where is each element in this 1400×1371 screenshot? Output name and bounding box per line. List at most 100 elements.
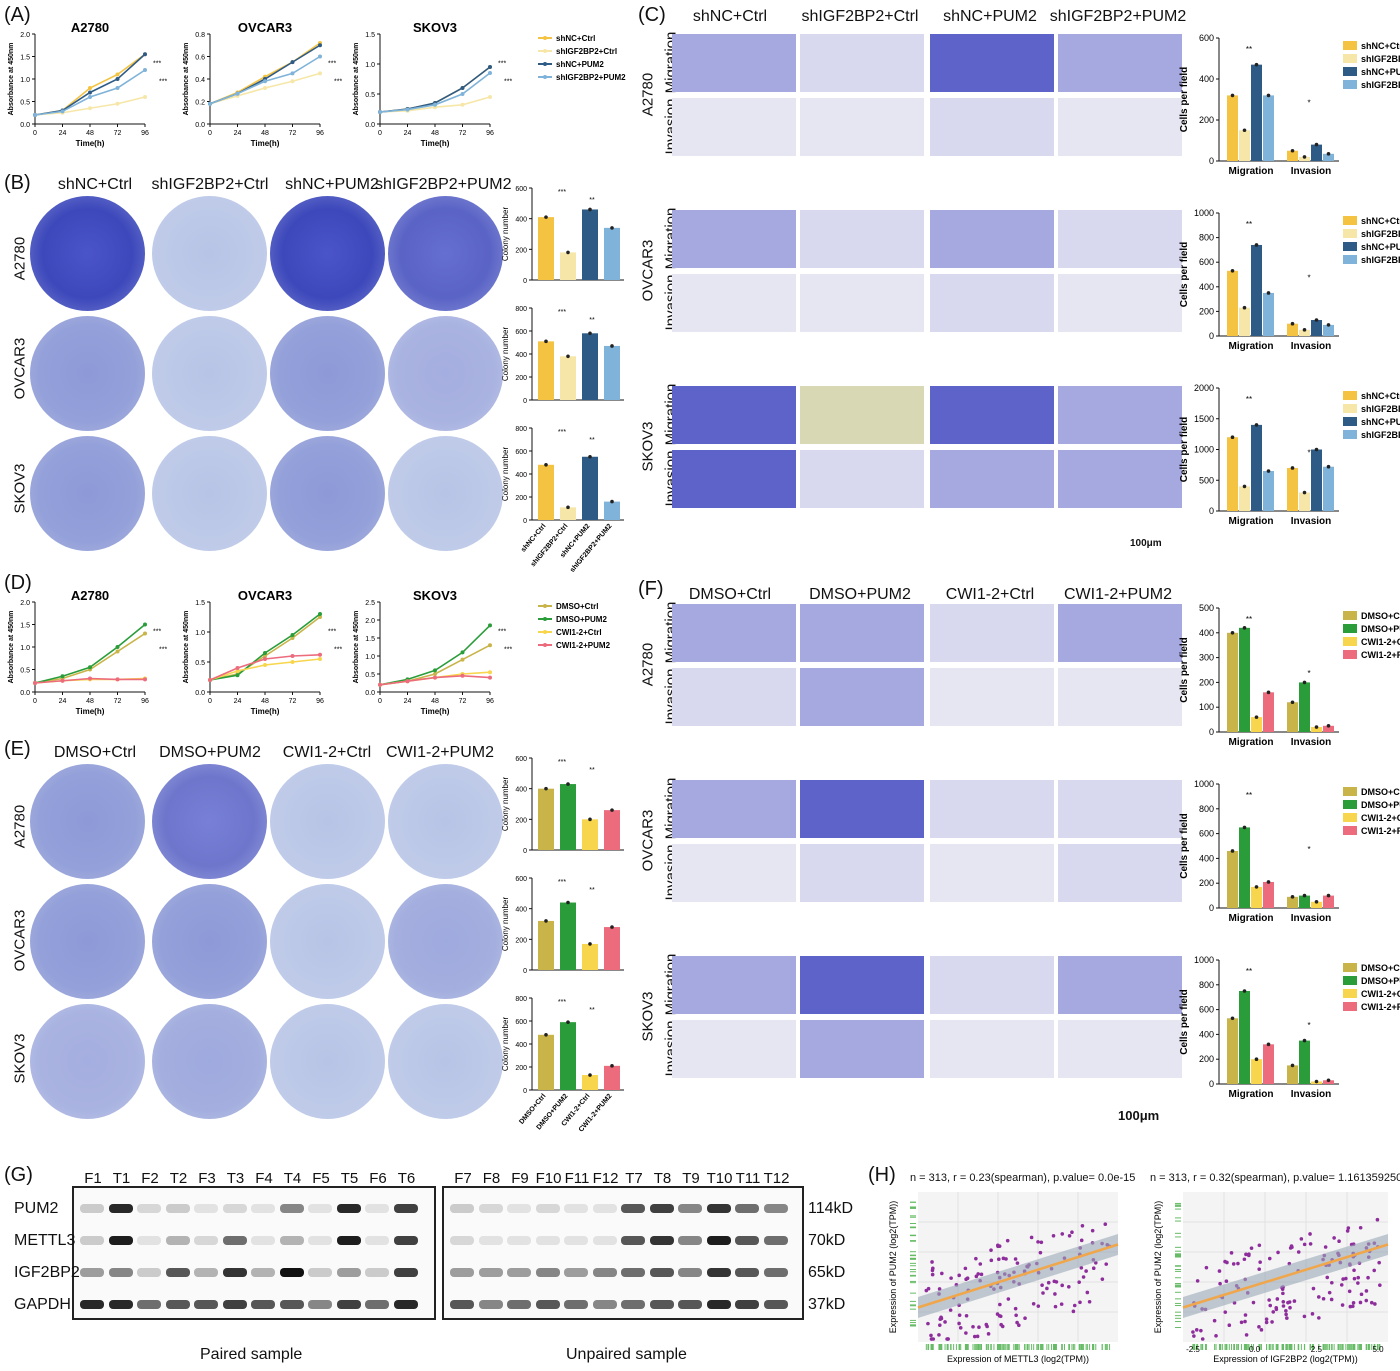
panel-label-b: (B) [4,172,31,194]
data-point [1244,1333,1249,1337]
replicate-point [566,505,570,510]
scale-bar-c: 100μm [1130,538,1162,549]
significance-mark: *** [334,79,342,86]
data-point [1329,1297,1334,1302]
legend-swatch [1343,41,1357,50]
transwell-image [930,668,1054,726]
y-axis-label: Absorbance at 450nm [353,611,360,684]
bar [1239,627,1250,732]
x-tick-label: 0.0 [1249,1345,1261,1354]
legend-entry: shIGF2BP2+PUM2 [1361,255,1400,265]
colony-plate [388,316,503,431]
data-point [945,1337,949,1341]
bar [1251,717,1262,732]
colony-header-4: CWI1-2+PUM2 [385,744,495,761]
bar [582,333,598,400]
data-point [1251,1300,1256,1305]
data-point [958,1326,963,1330]
data-point [1375,1217,1380,1222]
replicate-point [566,354,570,359]
x-tick-label: 48 [431,130,439,137]
colony-header-1: shNC+Ctrl [57,176,133,193]
transwell-bar-charts-c: 0 200 400 600 Cells per field Migration Invasi… [1179,33,1400,527]
data-point [1259,1328,1264,1332]
transwell-row-cell: A2780 [639,72,657,117]
transwell-header-2: shIGF2BP2+Ctrl [801,8,919,25]
lane-label: F7 [454,1170,472,1187]
y-tick-label: 200 [515,1065,527,1072]
growth-chart: A2780 0.0 0.5 1.0 1.5 2.0 0 24 48 72 96 Time(h) Abso… [8,20,167,148]
y-axis-label: Colony number [501,447,510,502]
bar [1323,1080,1334,1084]
data-point [1285,1316,1289,1320]
y-tick-label: 600 [515,1019,527,1026]
y-tick-label: 0 [1209,903,1214,913]
data-point [1257,1267,1261,1271]
data-point [263,654,267,658]
protein-band [308,1204,332,1213]
growth-chart: A2780 0.0 0.5 1.0 1.5 2.0 0 24 48 72 96 Time(h) Abso… [8,588,167,716]
y-tick-label: 1.5 [365,32,375,39]
replicate-point [1266,93,1271,98]
transwell-image [930,450,1054,508]
colony-plate [388,764,503,879]
data-point [1352,1276,1357,1281]
replicate-point [610,226,614,230]
y-tick-label: 0 [523,398,527,405]
bar [560,252,576,280]
data-point [235,91,240,96]
y-tick-label: 2.0 [20,32,30,39]
replicate-point [1230,93,1235,98]
x-tick-label: Migration [1229,913,1274,924]
data-point [88,95,92,99]
legend-marker [543,75,547,79]
y-tick-label: 400 [515,472,527,479]
significance-mark: * [1307,99,1310,108]
data-point [1296,1250,1301,1254]
replicate-point [1230,269,1235,273]
data-point [1031,1301,1036,1306]
replicate-point [1302,328,1307,332]
y-tick-label: 1000 [1194,955,1214,965]
y-tick-label: 200 [1199,115,1214,125]
data-point [1085,1290,1090,1295]
protein-band [336,1300,361,1309]
data-point [1004,1257,1008,1261]
y-tick-label: 600 [1199,1005,1214,1015]
bar [1251,244,1262,336]
transwell-image [930,210,1054,268]
lane-label: T2 [169,1170,188,1187]
bar [1299,492,1310,511]
replicate-point [1254,423,1259,427]
data-point [433,668,437,673]
data-point [290,633,295,637]
data-point [1060,1283,1064,1288]
data-point [1223,1310,1228,1314]
data-point [488,65,492,69]
data-point [143,631,147,636]
protein-band [706,1268,731,1277]
protein-band [564,1204,588,1213]
panel-label-a: (A) [4,4,31,26]
data-point [263,657,267,661]
protein-band [678,1236,702,1245]
y-tick-label: 2.0 [365,618,375,625]
protein-band [507,1236,531,1245]
transwell-image [1058,210,1182,268]
bar [1299,156,1310,161]
data-point [235,673,240,678]
data-point [1045,1286,1049,1291]
replicate-point [610,1064,614,1068]
growth-chart: SKOV3 0.0 0.5 1.0 1.5 0 24 48 72 96 Time(h) Absorba… [353,20,512,148]
transwell-image [800,1020,924,1078]
significance-mark: *** [558,189,566,196]
bar [1251,424,1262,511]
transwell-bar-chart: 0 200 400 600 800 1000 Cells per field Migratio… [1179,208,1400,352]
data-point [971,1324,975,1329]
data-point [998,1302,1002,1307]
x-tick-label: 24 [404,130,412,137]
bar [1323,725,1334,732]
protein-band [649,1300,674,1309]
data-point [60,109,65,114]
